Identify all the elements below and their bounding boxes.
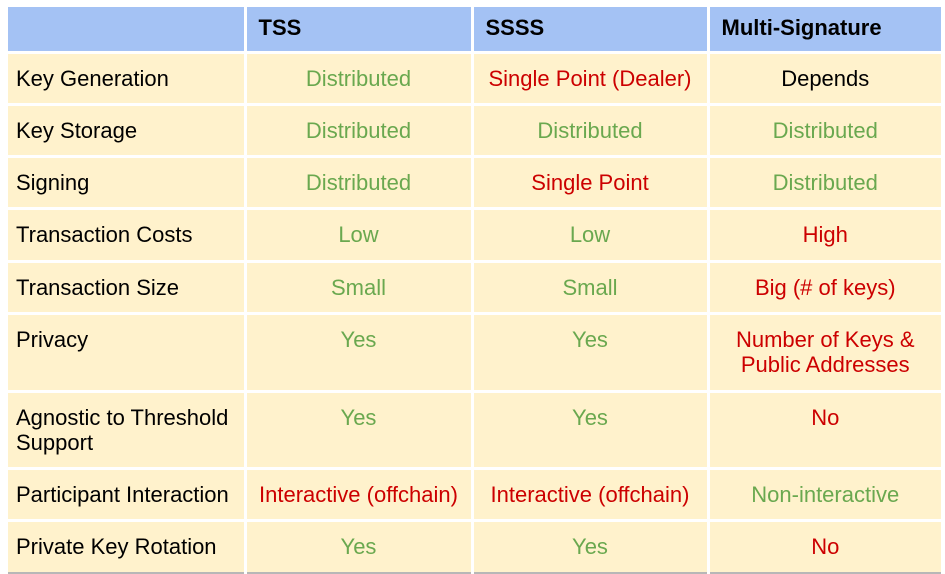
value-cell: Interactive (offchain) [243,467,474,523]
row-label: Key Storage [8,102,247,159]
row-label: Key Generation [8,50,247,106]
value-cell: No [706,389,941,471]
row-label: Participant Interaction [8,467,247,523]
value-cell: Yes [243,389,474,471]
value-cell: Single Point (Dealer) [470,50,710,106]
value-cell: Low [470,207,710,263]
value-cell: Big (# of keys) [706,259,941,315]
table-row-private-key-rotation: Private Key Rotation Yes Yes No [8,519,941,573]
cell-value: Number of Keys & Public Addresses [735,326,915,378]
row-label: Transaction Costs [8,207,247,263]
cell-value: Small [562,274,618,300]
cell-value: Single Point [531,170,649,196]
cell-value: Yes [340,534,377,560]
value-cell: Interactive (offchain) [470,467,710,523]
cell-value: Yes [572,534,608,560]
row-label: Signing [8,155,247,211]
table-row-privacy: Privacy Yes Yes Number of Keys & Public … [8,311,941,393]
value-cell: Distributed [243,50,474,106]
header-cell-blank [8,7,247,54]
table-row-signing: Signing Distributed Single Point Distrib… [8,155,941,211]
value-cell: Distributed [470,102,710,159]
value-cell: Small [470,259,710,315]
cell-value: Big (# of keys) [754,274,896,300]
table-row-agnostic-to-threshold-support: Agnostic to Threshold Support Yes Yes No [8,389,941,471]
value-cell: Yes [243,311,474,393]
value-cell: Single Point [470,155,710,211]
table-row-transaction-costs: Transaction Costs Low Low High [8,207,941,263]
cell-value: Yes [572,404,608,430]
value-cell: Distributed [243,102,474,159]
header-cell-ssss: SSSS [470,7,710,54]
value-cell: Distributed [706,155,941,211]
cell-value: Low [338,222,379,248]
value-cell: High [706,207,941,263]
cell-value: Distributed [305,117,412,143]
value-cell: Yes [470,519,710,573]
cell-value: Distributed [537,117,643,143]
cell-value: No [811,534,840,560]
table-row-participant-interaction: Participant Interaction Interactive (off… [8,467,941,523]
cell-value: Yes [340,404,377,430]
value-cell: Non-interactive [706,467,941,523]
value-cell: Yes [470,311,710,393]
cell-value: High [802,222,848,248]
row-label: Agnostic to Threshold Support [8,389,247,471]
value-cell: Number of Keys & Public Addresses [706,311,941,393]
cell-value: Distributed [305,170,412,196]
cell-value: No [811,404,840,430]
cell-value: Interactive (offchain) [490,482,690,508]
cell-value: Yes [340,326,377,352]
header-cell-tss: TSS [243,7,474,54]
header-cell-multi-signature: Multi-Signature [706,7,941,54]
cell-value: Depends [781,65,870,91]
table-body: Key Generation Distributed Single Point … [8,50,941,573]
cell-value: Low [569,222,611,248]
cell-value: Single Point (Dealer) [488,65,692,91]
value-cell: Yes [243,519,474,573]
value-cell: Small [243,259,474,315]
cell-value: Distributed [772,117,878,143]
table-row-transaction-size: Transaction Size Small Small Big (# of k… [8,259,941,315]
value-cell: Distributed [706,102,941,159]
value-cell: Yes [470,389,710,471]
row-label: Private Key Rotation [8,519,247,573]
value-cell: No [706,519,941,573]
value-cell: Depends [706,50,941,106]
row-label: Transaction Size [8,259,247,315]
cell-value: Interactive (offchain) [259,482,458,508]
cell-value: Non-interactive [751,482,900,508]
cell-value: Small [330,274,386,300]
table-row-key-storage: Key Storage Distributed Distributed Dist… [8,102,941,159]
cell-value: Yes [572,326,608,352]
row-label: Privacy [8,311,247,393]
comparison-table-container: TSS SSSS Multi-Signature Key Generation … [8,7,941,574]
comparison-table: TSS SSSS Multi-Signature Key Generation … [8,7,941,574]
value-cell: Low [243,207,474,263]
cell-value: Distributed [305,65,412,91]
table-row-key-generation: Key Generation Distributed Single Point … [8,50,941,106]
value-cell: Distributed [243,155,474,211]
table-header: TSS SSSS Multi-Signature [8,7,941,54]
header-row: TSS SSSS Multi-Signature [8,7,941,54]
cell-value: Distributed [772,170,878,196]
